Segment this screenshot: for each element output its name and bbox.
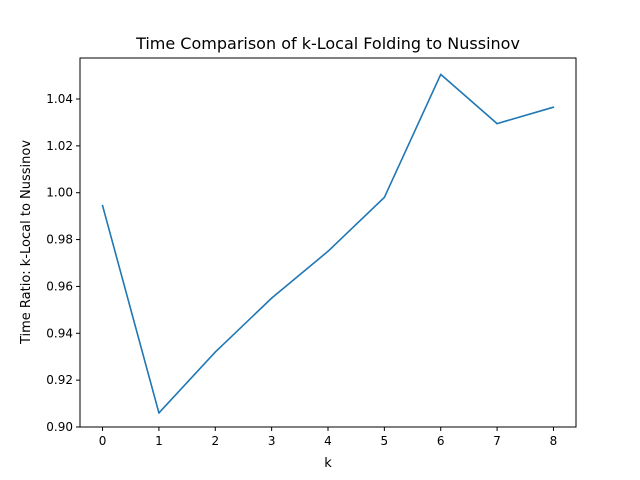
plot-frame: [79, 57, 577, 428]
x-tick-label: 3: [268, 434, 276, 448]
x-tick-label: 2: [211, 434, 219, 448]
y-tick-label: 0.90: [46, 420, 73, 434]
data-point-k0: [101, 204, 104, 207]
y-axis-ticks: 0.90 0.92 0.94 0.96 0.98 1.00 1.02 1.04: [46, 92, 80, 434]
chart-title: Time Comparison of k-Local Folding to Nu…: [135, 34, 520, 53]
y-tick-label: 1.00: [46, 186, 73, 200]
x-tick-label: 7: [493, 434, 501, 448]
data-point-k6: [439, 73, 442, 76]
x-tick-label: 0: [99, 434, 107, 448]
data-point-k5: [383, 196, 386, 199]
x-axis-ticks: 0 1 2 3 4 5 6 7 8: [99, 427, 558, 448]
y-tick-label: 1.04: [46, 92, 73, 106]
x-tick-label: 1: [155, 434, 163, 448]
y-tick-label: 0.96: [46, 279, 73, 293]
y-axis-label: Time Ratio: k-Local to Nussinov: [19, 140, 34, 345]
data-point-k3: [270, 297, 273, 299]
data-point-k4: [327, 250, 329, 253]
x-tick-label: 4: [324, 434, 332, 448]
series-points: [101, 73, 555, 414]
data-point-k8: [552, 106, 555, 108]
y-tick-label: 0.94: [46, 326, 73, 340]
data-point-k1: [158, 412, 160, 414]
x-axis-label: k: [324, 456, 332, 471]
series-line: [101, 73, 554, 414]
x-tick-label: 8: [550, 434, 558, 448]
x-tick-label: 6: [437, 434, 445, 448]
y-tick-label: 0.92: [46, 373, 73, 387]
data-point-k2: [214, 351, 217, 353]
x-tick-label: 5: [381, 434, 389, 448]
y-tick-label: 1.02: [46, 139, 73, 153]
data-point-k7: [496, 122, 498, 125]
y-tick-label: 0.98: [46, 233, 73, 247]
